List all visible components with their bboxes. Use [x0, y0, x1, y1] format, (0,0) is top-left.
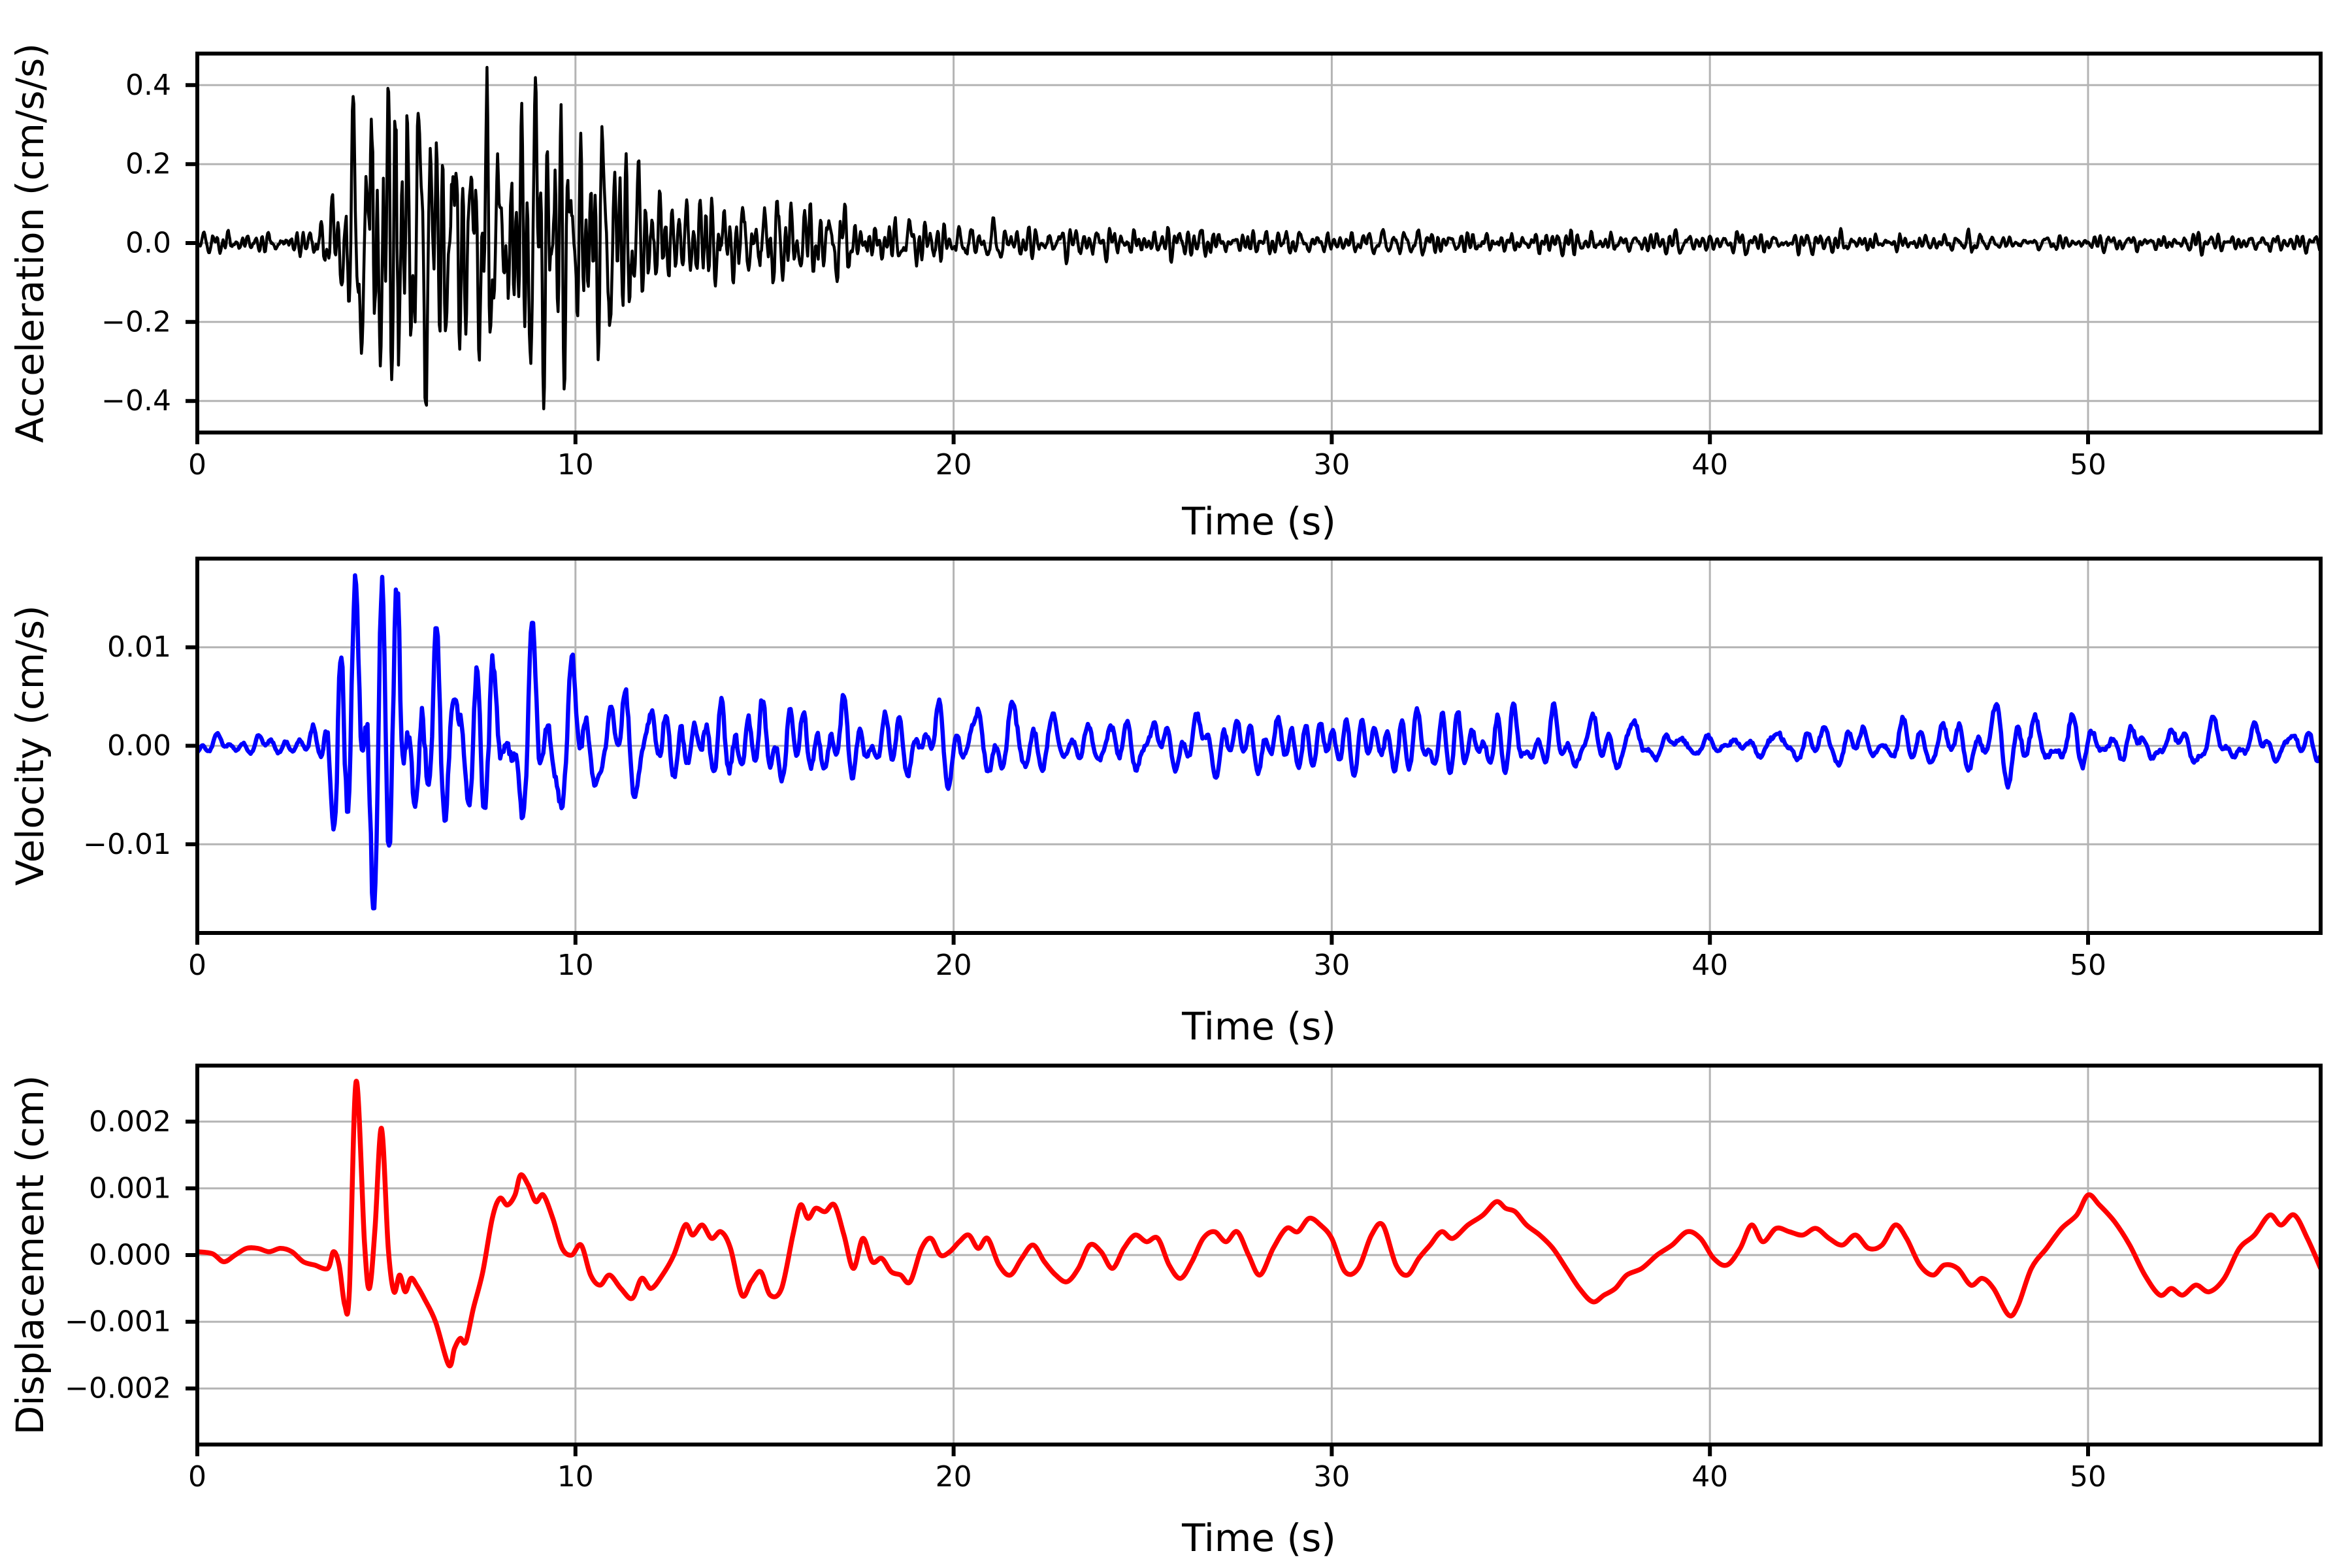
velocity-plot: 0 10 20 30 40 50 0.01 0.00 −0.01 — [83, 557, 2323, 982]
velocity-ylabel: Velocity (cm/s) — [8, 605, 52, 885]
y-tick-label: −0.001 — [65, 1305, 171, 1339]
x-tick-label: 20 — [936, 949, 972, 982]
x-tick-label: 0 — [188, 448, 206, 482]
acceleration-ylabel: Acceleration (cm/s/s) — [8, 43, 52, 443]
y-tick-label: −0.2 — [101, 305, 171, 338]
y-tick-label: 0.000 — [89, 1239, 171, 1272]
x-tick-label: 50 — [2070, 448, 2106, 482]
acceleration-plot: 0 10 20 30 40 50 0.4 0.2 0.0 −0.2 −0.4 — [101, 52, 2323, 482]
y-tick-label: −0.01 — [83, 828, 171, 861]
axes-spine — [195, 557, 2323, 935]
y-tick-label: 0.4 — [125, 69, 171, 102]
x-tick-label: 20 — [936, 448, 972, 482]
axes-spine — [195, 1064, 2323, 1446]
displacement-xlabel: Time (s) — [1181, 1516, 1336, 1560]
y-tick-label: −0.002 — [65, 1372, 171, 1405]
acceleration-xlabel: Time (s) — [1181, 499, 1336, 544]
acceleration-waveform — [197, 65, 2321, 410]
x-tick-label: 40 — [1691, 1460, 1728, 1494]
displacement-waveform — [197, 1079, 2321, 1369]
x-tick-label: 10 — [557, 448, 594, 482]
velocity-waveform — [197, 573, 2321, 911]
y-tick-label: 0.001 — [89, 1171, 171, 1205]
x-tick-label: 30 — [1313, 1460, 1350, 1494]
x-tick-label: 30 — [1313, 448, 1350, 482]
x-tick-label: 0 — [188, 1460, 206, 1494]
x-tick-label: 10 — [557, 949, 594, 982]
x-tick-label: 0 — [188, 949, 206, 982]
x-tick-label: 40 — [1691, 448, 1728, 482]
x-tick-label: 50 — [2070, 1460, 2106, 1494]
displacement-ylabel: Displacement (cm) — [8, 1075, 52, 1435]
displacement-plot: 0 10 20 30 40 50 0.002 0.001 0.000 −0.001 −0.002 — [65, 1064, 2323, 1494]
x-tick-label: 50 — [2070, 949, 2106, 982]
axes-spine — [195, 52, 2323, 434]
y-tick-label: 0.00 — [107, 729, 171, 762]
y-tick-label: 0.01 — [107, 630, 171, 664]
y-tick-label: 0.2 — [125, 148, 171, 181]
x-tick-label: 40 — [1691, 949, 1728, 982]
x-tick-label: 30 — [1313, 949, 1350, 982]
y-tick-label: 0.002 — [89, 1105, 171, 1138]
x-tick-label: 10 — [557, 1460, 594, 1494]
velocity-xlabel: Time (s) — [1181, 1004, 1336, 1049]
y-tick-label: 0.0 — [125, 227, 171, 260]
y-tick-label: −0.4 — [101, 384, 171, 417]
x-tick-label: 20 — [936, 1460, 972, 1494]
